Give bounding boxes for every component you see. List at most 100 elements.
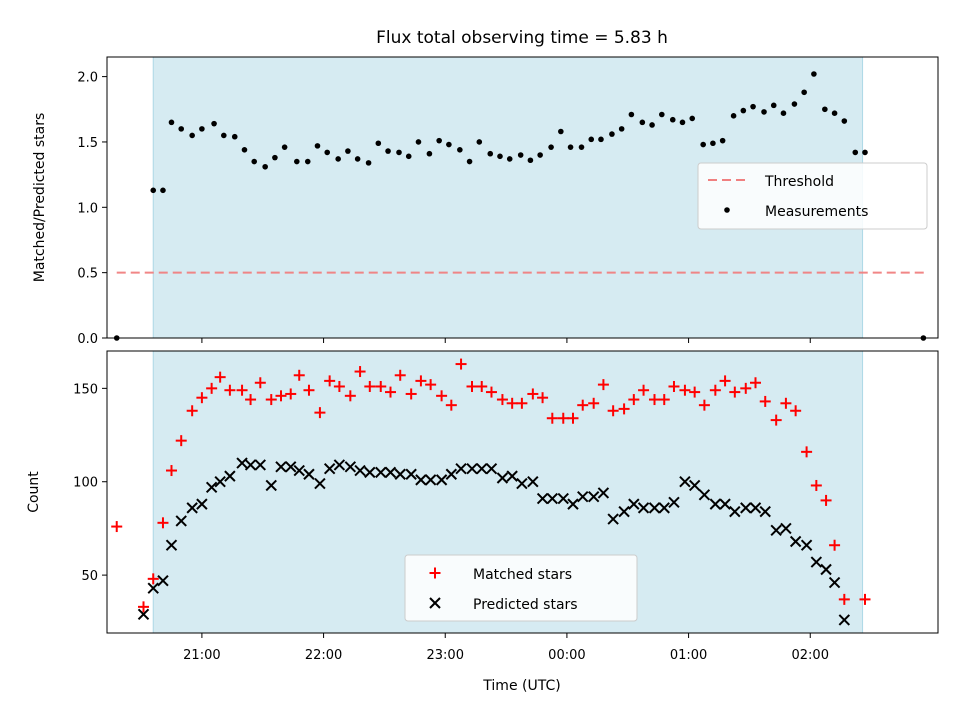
matched-point <box>236 384 248 396</box>
measurement-point <box>801 89 807 96</box>
measurement-point <box>304 158 311 165</box>
matched-point <box>303 384 315 396</box>
predicted-point <box>577 490 589 503</box>
predicted-point <box>293 464 305 477</box>
matched-point <box>375 380 387 392</box>
predicted-point <box>688 479 701 492</box>
matched-point <box>384 386 396 398</box>
predicted-point <box>285 461 297 473</box>
bottom-y-axis-label: Count <box>26 471 42 513</box>
matched-point <box>196 392 208 404</box>
top-legend-box <box>697 162 928 230</box>
predicted-point <box>828 576 841 589</box>
matched-point <box>820 494 832 506</box>
matched-point <box>759 395 771 407</box>
measurement-point <box>659 111 665 118</box>
matched-point <box>254 377 266 389</box>
measurement-point <box>567 144 574 150</box>
predicted-point <box>344 461 357 473</box>
matched-point <box>780 397 792 409</box>
matched-point <box>607 405 619 417</box>
matched-point <box>425 379 437 391</box>
matched-point <box>405 388 417 400</box>
predicted-point <box>820 563 832 576</box>
legend-predicted-label: Predicted stars <box>473 597 578 613</box>
top-y-tick-label: 1.0 <box>77 201 98 216</box>
top-y-ticks: 0.0 0.5 1.0 1.5 2.0 <box>77 71 107 347</box>
predicted-point <box>800 539 813 551</box>
matched-point <box>455 358 467 370</box>
predicted-point <box>749 502 762 514</box>
predicted-point <box>789 535 802 548</box>
matched-point <box>557 412 569 424</box>
measurement-point <box>221 132 227 139</box>
predicted-point <box>323 462 336 475</box>
matched-point <box>689 386 701 398</box>
measurement-point <box>189 132 195 139</box>
measurement-point <box>294 158 300 165</box>
predicted-point <box>214 476 226 488</box>
measurement-point <box>730 113 737 119</box>
matched-point <box>546 412 558 424</box>
measurement-point <box>365 160 372 166</box>
measurement-point <box>639 119 646 126</box>
measurement-point <box>457 146 463 153</box>
legend-matched-marker <box>429 567 441 579</box>
matched-point <box>628 394 640 406</box>
top-y-axis-label: Matched/Predicted stars <box>32 113 48 283</box>
measurement-point <box>719 137 726 144</box>
x-tick-label: 22:00 <box>305 648 342 663</box>
measurement-point <box>710 140 716 147</box>
measurement-point <box>375 140 382 147</box>
matched-point <box>588 397 600 409</box>
predicted-point <box>557 492 569 505</box>
legend-threshold-label: Threshold <box>764 174 834 190</box>
matched-point <box>245 394 257 406</box>
matched-point <box>206 382 218 394</box>
matched-point <box>658 394 670 406</box>
measurement-point <box>466 158 473 165</box>
predicted-point <box>157 575 169 587</box>
matched-point <box>838 593 850 605</box>
matched-point <box>324 375 336 387</box>
measurement-point <box>669 116 676 123</box>
predicted-point <box>679 476 691 488</box>
measurement-point <box>609 131 615 137</box>
predicted-point <box>415 474 427 486</box>
measurement-point <box>415 139 422 145</box>
predicted-point <box>496 472 509 484</box>
predicted-point <box>445 468 458 480</box>
predicted-point <box>254 459 267 471</box>
predicted-point <box>810 556 823 568</box>
bottom-y-tick-label: 150 <box>73 382 98 397</box>
matched-point <box>224 384 236 396</box>
predicted-point <box>780 522 792 535</box>
x-tick-label: 02:00 <box>792 648 829 663</box>
measurement-point <box>231 133 238 140</box>
predicted-point <box>405 468 417 480</box>
predicted-point <box>709 498 722 510</box>
measurement-point <box>160 187 166 194</box>
top-legend: Threshold Measurements <box>697 162 928 230</box>
matched-point <box>175 435 187 447</box>
matched-point <box>729 386 741 398</box>
measurement-point <box>740 107 747 114</box>
matched-point <box>364 380 376 392</box>
matched-point <box>790 405 802 417</box>
measurement-point <box>558 128 564 135</box>
measurement-point <box>780 110 787 116</box>
matched-point <box>859 593 871 605</box>
matched-point <box>506 397 518 409</box>
matched-point <box>829 539 841 551</box>
measurement-point <box>689 115 696 122</box>
bottom-legend-box <box>404 554 638 622</box>
x-tick-label: 23:00 <box>427 648 464 663</box>
measurement-point <box>548 144 554 150</box>
predicted-point <box>740 502 752 514</box>
matched-point <box>709 384 721 396</box>
matched-point <box>354 366 366 378</box>
predicted-point <box>485 462 498 475</box>
matched-point <box>485 386 497 398</box>
predicted-point <box>137 608 150 621</box>
predicted-point <box>265 479 277 492</box>
